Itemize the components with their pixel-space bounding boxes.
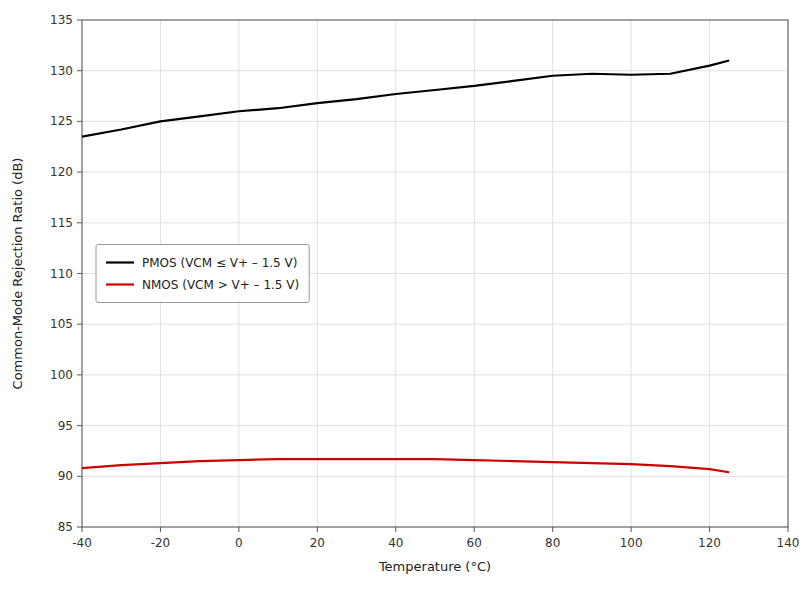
tick-label-y: 125 (50, 114, 73, 128)
legend-label: NMOS (VCM > V+ – 1.5 V) (142, 278, 299, 292)
tick-y (77, 374, 82, 375)
grid-line-y (82, 324, 788, 325)
tick-y (77, 172, 82, 173)
tick-label-y: 110 (50, 267, 73, 281)
tick-x (788, 527, 789, 532)
tick-x (238, 527, 239, 532)
series-line (82, 61, 729, 137)
tick-label-x: 60 (467, 536, 482, 550)
tick-label-y: 105 (50, 317, 73, 331)
tick-y (77, 324, 82, 325)
grid-line-y (82, 222, 788, 223)
grid (82, 20, 788, 527)
grid-line-y (82, 425, 788, 426)
tick-label-x: 80 (545, 536, 560, 550)
series-group (82, 61, 729, 473)
legend: PMOS (VCM ≤ V+ – 1.5 V) NMOS (VCM > V+ – … (96, 245, 309, 303)
tick-label-x: 140 (777, 536, 800, 550)
tick-label-x: 40 (388, 536, 403, 550)
grid-line-y (82, 476, 788, 477)
tick-x (552, 527, 553, 532)
tick-x (395, 527, 396, 532)
tick-label-x: -40 (72, 536, 92, 550)
x-axis-label: Temperature (°C) (378, 559, 491, 574)
tick-y (77, 70, 82, 71)
tick-y (77, 476, 82, 477)
tick-label-y: 130 (50, 64, 73, 78)
grid-line-y (82, 121, 788, 122)
tick-label-y: 85 (58, 520, 73, 534)
chart: -40 -20 0 20 40 60 80 100 120 140 85 90 95 100 105 110 1… (0, 0, 810, 589)
tick-x (160, 527, 161, 532)
grid-line-y (82, 172, 788, 173)
tick-label-y: 135 (50, 13, 73, 27)
tick-x (631, 527, 632, 532)
legend-box (96, 245, 309, 303)
tick-label-y: 120 (50, 165, 73, 179)
tick-label-x: 100 (620, 536, 643, 550)
tick-y (77, 222, 82, 223)
tick-y (77, 121, 82, 122)
grid-line-y (82, 374, 788, 375)
tick-label-x: -20 (151, 536, 171, 550)
tick-label-y: 95 (58, 419, 73, 433)
tick-label-x: 20 (310, 536, 325, 550)
legend-label: PMOS (VCM ≤ V+ – 1.5 V) (142, 256, 297, 270)
chart-container: -40 -20 0 20 40 60 80 100 120 140 85 90 95 100 105 110 1… (0, 0, 810, 589)
plot-frame (82, 20, 788, 527)
tick-y (77, 425, 82, 426)
tick-y (77, 527, 82, 528)
tick-x (317, 527, 318, 532)
tick-label-y: 90 (58, 469, 73, 483)
tick-x (82, 527, 83, 532)
tick-label-y: 100 (50, 368, 73, 382)
tick-y (77, 20, 82, 21)
tick-label-x: 120 (698, 536, 721, 550)
axes: -40 -20 0 20 40 60 80 100 120 140 85 90 95 100 105 110 1… (50, 13, 799, 550)
tick-label-y: 115 (50, 216, 73, 230)
tick-x (709, 527, 710, 532)
tick-y (77, 273, 82, 274)
series-line (82, 459, 729, 472)
legend-swatch (106, 283, 134, 285)
tick-x (474, 527, 475, 532)
y-axis-label: Common-Mode Rejection Ratio (dB) (10, 158, 25, 390)
tick-label-x: 0 (235, 536, 243, 550)
background (0, 0, 810, 589)
legend-swatch (106, 261, 134, 263)
